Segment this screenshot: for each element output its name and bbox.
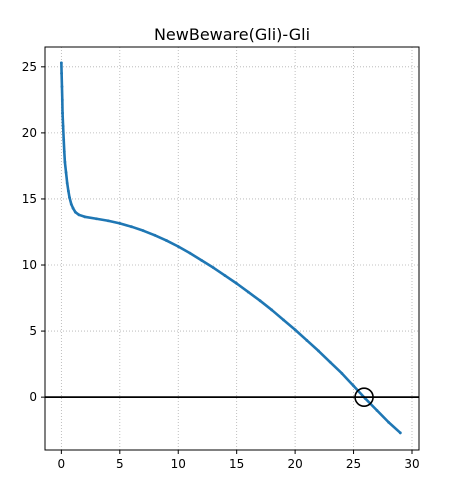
data-point [61, 124, 65, 128]
data-point [62, 149, 66, 153]
data-point [188, 251, 192, 255]
data-point [235, 282, 239, 285]
data-point [83, 215, 87, 219]
data-point [62, 138, 66, 141]
y-tick-label: 10 [22, 258, 37, 272]
data-point [340, 371, 344, 375]
data-point [59, 61, 63, 65]
tick-layer: 0 5 10 15 20 25 30 0 5 10 15 20 25 [22, 60, 420, 471]
data-point [95, 217, 98, 221]
y-tick-label: 25 [22, 60, 37, 74]
data-point [69, 202, 73, 206]
data-point [64, 171, 68, 174]
plot-frame [44, 46, 420, 451]
y-tick-label: 0 [29, 390, 37, 404]
x-tick-label: 5 [116, 457, 124, 471]
data-point [68, 196, 71, 200]
highlight-marker [354, 387, 374, 407]
data-point [293, 328, 297, 332]
y-tick-label: 15 [22, 192, 37, 206]
data-point [375, 408, 379, 412]
data-point [63, 160, 67, 164]
grid-layer [45, 47, 419, 450]
x-tick-label: 25 [346, 457, 361, 471]
x-tick-label: 30 [404, 457, 419, 471]
series-layer [59, 61, 402, 435]
data-point [200, 258, 204, 262]
data-point [270, 308, 274, 312]
y-tick-label: 5 [29, 324, 37, 338]
data-point [77, 213, 81, 217]
data-point [66, 189, 70, 193]
data-point [398, 431, 402, 435]
data-point [130, 225, 133, 229]
data-point [258, 299, 262, 303]
data-point [73, 210, 77, 214]
x-tick-label: 10 [171, 457, 186, 471]
data-point [328, 360, 332, 364]
data-point [223, 274, 227, 277]
data-point [118, 221, 122, 225]
data-point [60, 98, 64, 102]
x-tick-label: 20 [287, 457, 302, 471]
data-point [61, 111, 64, 115]
data-point [317, 349, 320, 353]
data-point [141, 229, 145, 233]
reference-layer [45, 387, 419, 407]
series-line [60, 61, 402, 435]
data-point [60, 85, 64, 89]
x-tick-label: 15 [229, 457, 244, 471]
data-point [211, 266, 215, 270]
data-point [153, 233, 157, 237]
data-point [106, 219, 110, 223]
data-point [387, 420, 391, 424]
y-tick-label: 20 [22, 126, 37, 140]
data-point [352, 384, 355, 388]
data-point [305, 338, 309, 342]
data-point [71, 206, 75, 210]
data-point [176, 245, 180, 248]
data-point [65, 181, 69, 185]
x-tick-label: 0 [58, 457, 66, 471]
data-point [246, 290, 250, 294]
data-point [165, 239, 168, 242]
data-point [282, 318, 285, 322]
data-point [60, 72, 63, 75]
chart-title: NewBeware(Gli)-Gli [154, 25, 310, 44]
